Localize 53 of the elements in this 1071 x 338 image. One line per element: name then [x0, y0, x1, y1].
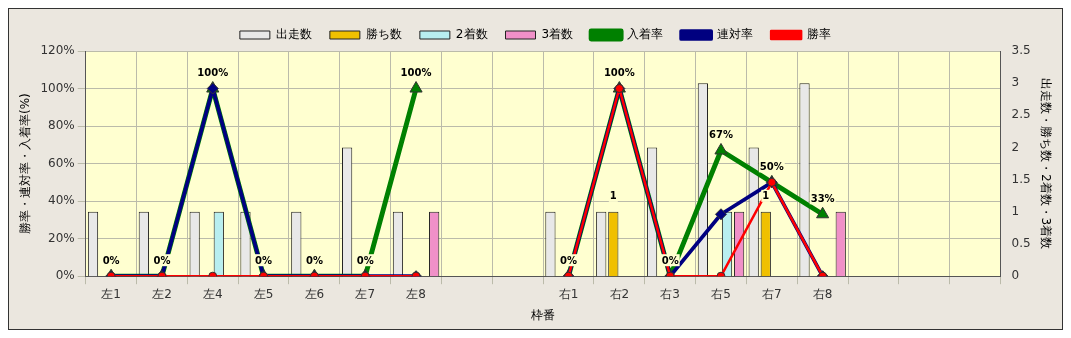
- x-tick-label: 左8: [406, 286, 426, 301]
- data-label: 1: [762, 190, 770, 202]
- data-label: 0%: [356, 254, 374, 266]
- legend-label: 勝率: [807, 27, 832, 42]
- data-label: 100%: [197, 67, 229, 79]
- legend-label: 入着率: [627, 27, 664, 42]
- legend-label: 2着数: [455, 27, 488, 42]
- x-axis-title: 枠番: [530, 307, 556, 322]
- legend-label: 3着数: [541, 27, 574, 42]
- x-tick-label: 右1: [558, 286, 579, 301]
- legend-label: 連対率: [717, 27, 754, 42]
- x-tick-label: 左5: [253, 286, 274, 301]
- data-label: 100%: [400, 67, 432, 79]
- data-label: 0%: [305, 254, 323, 266]
- data-label: 67%: [709, 129, 733, 141]
- y2-tick-label: 1: [1011, 203, 1020, 218]
- legend-label: 出走数: [275, 27, 312, 42]
- data-label: 0%: [255, 254, 273, 266]
- data-label: 1: [609, 190, 617, 202]
- data-label: 0%: [661, 254, 679, 266]
- legend-label: 勝ち数: [365, 27, 402, 42]
- y-axis-title: 勝率・連対率・入着率(%): [18, 93, 33, 234]
- y-tick-label: 0%: [55, 268, 75, 283]
- y2-tick-label: 3.5: [1011, 43, 1031, 58]
- y-tick-label: 20%: [48, 230, 75, 245]
- data-label: 0%: [102, 254, 120, 266]
- x-tick-label: 右3: [660, 286, 680, 301]
- y2-axis-title: 出走数・勝ち数・2着数・3着数: [1038, 77, 1053, 250]
- x-tick-label: 右2: [609, 286, 630, 301]
- x-tick-label: 左7: [355, 286, 376, 301]
- y2-tick-label: 1.5: [1011, 171, 1031, 186]
- y2-tick-label: 0: [1011, 268, 1020, 283]
- x-tick-label: 右8: [812, 286, 833, 301]
- data-label: 100%: [603, 67, 635, 79]
- data-label: 0%: [153, 254, 171, 266]
- x-tick-label: 左6: [304, 286, 325, 301]
- x-tick-label: 右7: [761, 286, 782, 301]
- y2-tick-label: 2: [1011, 139, 1020, 154]
- y-tick-label: 100%: [40, 80, 75, 95]
- y-tick-label: 60%: [48, 155, 75, 170]
- data-label: 50%: [759, 160, 784, 172]
- x-tick-label: 左4: [202, 286, 223, 301]
- y2-tick-label: 3: [1011, 75, 1020, 90]
- x-tick-label: 右5: [711, 286, 731, 301]
- x-tick-label: 左2: [152, 286, 172, 301]
- y2-tick-label: 0.5: [1011, 236, 1031, 251]
- y-tick-label: 40%: [48, 193, 75, 208]
- y2-tick-label: 2.5: [1011, 107, 1031, 122]
- data-label: 0%: [560, 254, 578, 266]
- y-tick-label: 80%: [48, 118, 75, 133]
- x-tick-label: 左1: [101, 286, 121, 301]
- y-tick-label: 120%: [40, 43, 75, 58]
- data-label: 33%: [810, 192, 835, 204]
